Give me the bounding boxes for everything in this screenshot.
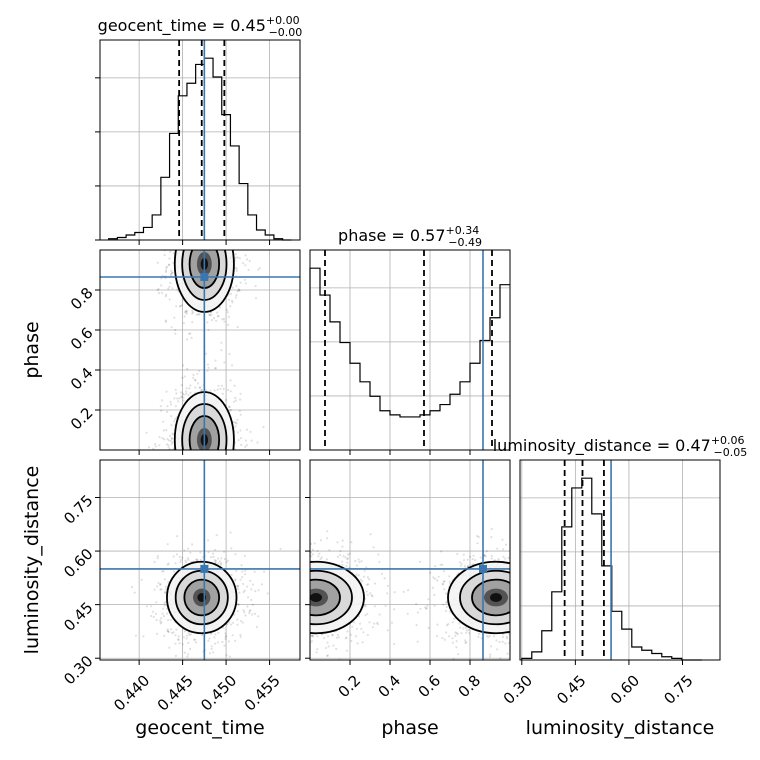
y-tick-label: 0.60 (60, 545, 96, 581)
hist-panel-phase: phase = 0.57+0.34 −0.49 (309, 224, 511, 455)
contour-line (447, 560, 510, 635)
density-layer (310, 527, 510, 660)
histogram-step (309, 267, 510, 450)
density-core (490, 593, 502, 602)
scatter-points (310, 527, 510, 660)
x-tick-label: 0.45 (553, 672, 589, 708)
hist-panel-geocent_time: geocent_time = 0.45+0.00 −0.00 (95, 14, 302, 245)
panel-frame (309, 459, 511, 661)
contour-line (459, 569, 510, 626)
grid-lines (310, 287, 510, 397)
title-main: phase = 0.57 (338, 226, 445, 245)
title-minus: −0.00 (269, 26, 303, 39)
x-tick-label: 0.440 (110, 672, 153, 715)
y-axis-label-luminosity_distance: luminosity_distance (21, 466, 43, 655)
histogram-step (108, 57, 292, 241)
title-minus: −0.49 (448, 236, 482, 249)
x-tick-label: 0.30 (500, 672, 536, 708)
density-core (310, 593, 322, 602)
panel-frame (99, 459, 301, 661)
truth-marker (200, 273, 209, 281)
x-axis-label-geocent_time: geocent_time (135, 717, 264, 739)
title-plus: +0.06 (711, 434, 745, 447)
x-tick-label: 0.75 (660, 672, 696, 708)
scatter-points (128, 250, 265, 450)
panel-frame (519, 459, 721, 661)
y-tick-label: 0.75 (60, 491, 96, 527)
histogram-step (521, 477, 702, 661)
scatter-panel-geocent_time-luminosity_distance: 0.440 0.445 0.450 0.455 0.30 0.45 0.60 0.75 (60, 459, 301, 715)
hist-panel-luminosity_distance: 0.30 0.45 0.60 0.75 luminosity_distance = 0.… (493, 434, 748, 708)
truth-marker (200, 564, 209, 573)
contour-line (310, 578, 341, 617)
panel-frame (99, 39, 301, 241)
title-plus: +0.34 (446, 224, 480, 237)
density-layer (128, 250, 265, 450)
grid-lines (520, 497, 720, 607)
y-tick-label: 0.2 (67, 404, 97, 434)
grid-lines (138, 40, 270, 240)
grid-lines (349, 250, 471, 450)
title-plus: +0.00 (266, 14, 300, 27)
y-tick-label: 0.4 (67, 364, 97, 394)
contour-line (471, 578, 510, 617)
scatter-panel-geocent_time-phase: 0.2 0.4 0.6 0.8 (67, 249, 301, 455)
grid-lines (521, 460, 683, 660)
title-main: luminosity_distance = 0.47 (493, 436, 711, 456)
x-tick-label: 0.60 (607, 672, 643, 708)
contour-line (310, 560, 365, 635)
x-tick-label: 0.2 (335, 672, 365, 702)
x-tick-label: 0.4 (375, 672, 405, 702)
title-main: geocent_time = 0.45 (98, 16, 266, 36)
x-tick-label: 0.455 (241, 672, 284, 715)
grid-lines (100, 77, 300, 187)
x-tick-label: 0.445 (154, 672, 197, 715)
y-tick-label: 0.30 (60, 652, 96, 688)
y-axis-label-phase: phase (21, 321, 43, 378)
contour-line (310, 569, 353, 626)
title-minus: −0.05 (714, 446, 748, 459)
x-tick-label: 0.450 (197, 672, 240, 715)
y-tick-label: 0.8 (67, 284, 97, 314)
x-tick-label: 0.6 (415, 672, 445, 702)
y-tick-label: 0.45 (60, 598, 96, 634)
panel-frame (99, 249, 301, 451)
x-tick-label: 0.8 (455, 672, 485, 702)
y-tick-label: 0.6 (67, 324, 97, 354)
density-layer (130, 531, 282, 658)
contour-line (183, 578, 221, 617)
panel-frame (309, 249, 511, 451)
x-axis-label-luminosity_distance: luminosity_distance (526, 717, 715, 739)
panel-title: phase = 0.57+0.34 −0.49 (338, 224, 482, 249)
panel-title: luminosity_distance = 0.47+0.06 −0.05 (493, 434, 748, 459)
x-axis-label-phase: phase (381, 717, 438, 739)
scatter-panel-phase-luminosity_distance: 0.2 0.4 0.6 0.8 (305, 459, 511, 702)
panel-title: geocent_time = 0.45+0.00 −0.00 (98, 14, 303, 39)
contour-line (166, 560, 238, 635)
truth-marker (479, 564, 487, 573)
